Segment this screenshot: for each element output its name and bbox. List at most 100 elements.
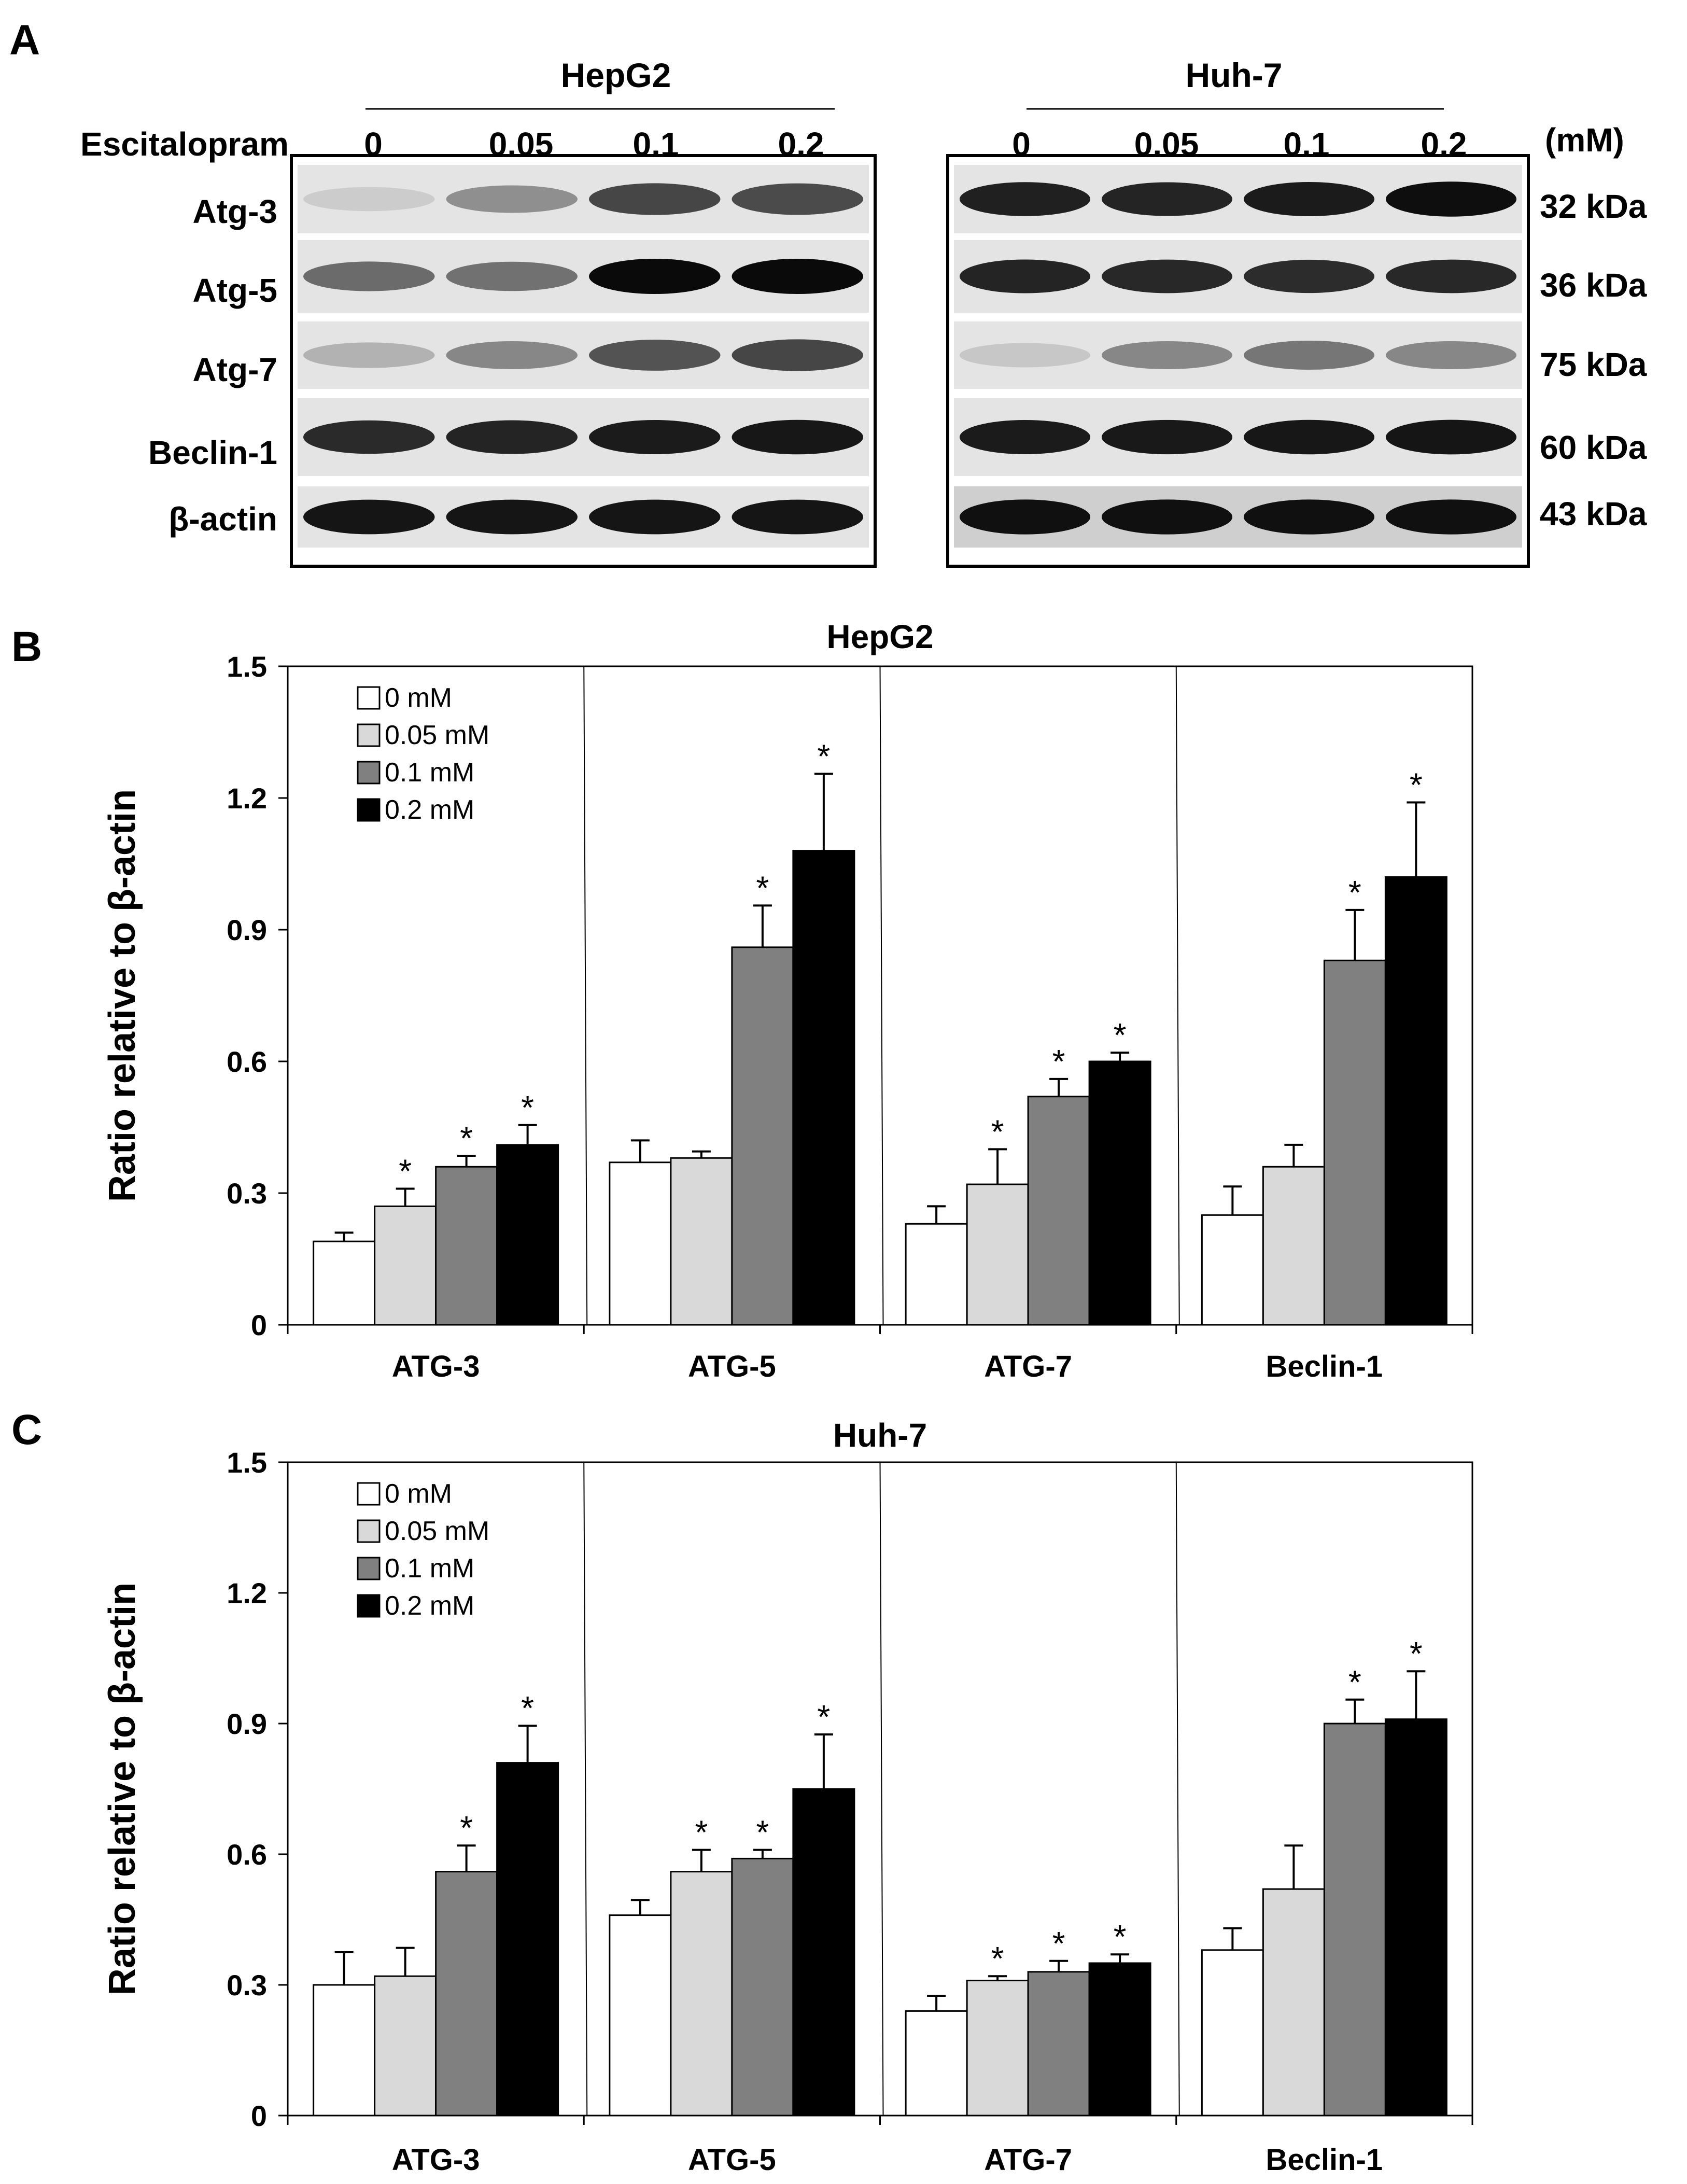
significance-mark: * (460, 1809, 473, 1846)
blot-band (1385, 181, 1517, 217)
protein-label: Atg-7 (192, 351, 277, 388)
treatment-label: Escitalopram (80, 125, 289, 163)
protein-label: Atg-5 (192, 272, 277, 309)
bar (435, 1871, 498, 2117)
bar (731, 946, 794, 1326)
bar (609, 1161, 672, 1326)
legend-label: 0.05 mM (385, 720, 489, 750)
group-separator (1175, 666, 1180, 1325)
significance-mark: * (991, 1113, 1004, 1150)
blot-band (959, 343, 1091, 368)
bar (966, 1183, 1029, 1326)
group-separator (879, 1462, 884, 2116)
chart-title: HepG2 (826, 618, 933, 655)
protein-labels: Atg-3 Atg-5 Atg-7 Beclin-1 β-actin (148, 193, 277, 538)
legend-swatch (357, 1519, 381, 1543)
legend-swatch (357, 723, 381, 747)
bar (1262, 1166, 1325, 1326)
significance-mark: * (1410, 1635, 1423, 1672)
blot-band (732, 499, 863, 535)
huh7-header: Huh-7 (1186, 56, 1283, 94)
blot-band (446, 341, 578, 370)
blot-band (589, 259, 721, 294)
blot-band (959, 499, 1091, 535)
blot-band (959, 259, 1091, 293)
significance-mark: * (756, 869, 769, 906)
blot-band (589, 183, 721, 215)
hepg2-chart: HepG2 0 0.3 0.6 0.9 1.2 1.5 Ratio relative to β… (102, 618, 1473, 1383)
blot-band (1243, 341, 1375, 370)
bar (1088, 1060, 1151, 1326)
significance-mark: * (1348, 1663, 1361, 1701)
bar (1384, 876, 1447, 1326)
unit-label: (mM) (1545, 121, 1624, 159)
blot-band (1101, 182, 1233, 216)
category-label: ATG-3 (392, 1350, 480, 1383)
blot-band (589, 419, 721, 455)
blot-band (303, 342, 435, 368)
y-tick-label: 1.2 (227, 782, 267, 815)
bar (435, 1166, 498, 1326)
significance-mark: * (1052, 1925, 1065, 1962)
blot-band (1385, 419, 1517, 455)
chart-title: Huh-7 (833, 1417, 927, 1454)
bar (609, 1914, 672, 2117)
bar (792, 1788, 855, 2117)
blot-band (303, 187, 435, 212)
blot-band (1243, 499, 1375, 535)
blot-band (1385, 499, 1517, 535)
category-label: ATG-5 (688, 1350, 776, 1383)
y-tick-label: 1.5 (227, 650, 267, 683)
significance-mark: * (521, 1689, 534, 1727)
y-tick-label: 0.3 (227, 1969, 267, 2001)
bar (1088, 1962, 1151, 2117)
y-tick-label: 0.6 (227, 1045, 267, 1078)
legend-swatch (357, 1482, 381, 1506)
y-tick-label: 1.2 (227, 1577, 267, 1609)
y-tick-label: 0.3 (227, 1177, 267, 1210)
bar (1384, 1718, 1447, 2117)
blot-band (446, 499, 578, 535)
legend-label: 0 mM (385, 683, 452, 713)
y-tick-label: 0 (251, 2099, 267, 2132)
blot-band (1385, 341, 1517, 370)
blot-band (732, 183, 863, 215)
blot-band (446, 420, 578, 454)
hepg2-header: HepG2 (561, 56, 671, 94)
category-label: ATG-3 (392, 2143, 480, 2177)
bar (1201, 1214, 1264, 1326)
blot-band (446, 185, 578, 213)
bar (374, 1975, 437, 2117)
legend-label: 0.1 mM (385, 758, 474, 788)
blot-band (303, 261, 435, 291)
blot-band (1101, 341, 1233, 370)
significance-mark: * (991, 1940, 1004, 1977)
category-label: Beclin-1 (1266, 1350, 1383, 1383)
category-label: ATG-7 (984, 1350, 1072, 1383)
bar (374, 1205, 437, 1326)
blot-band (732, 419, 863, 455)
blot-band (732, 259, 863, 294)
y-tick-label: 1.5 (227, 1446, 267, 1479)
panel-a: A HepG2 Huh-7 Escitalopram (mM) 0 0.05 0.1… (9, 17, 1647, 568)
panel-b: B HepG2 0 0.3 0.6 0.9 1.2 1.5 Ratio relative to… (11, 618, 1473, 1383)
bar (731, 1857, 794, 2117)
blot-band (959, 182, 1091, 216)
legend-swatch (357, 1557, 381, 1580)
bar (313, 1984, 376, 2117)
significance-mark: * (1410, 766, 1423, 803)
blot-band (303, 499, 435, 535)
bar (496, 1762, 559, 2117)
blot-band (959, 419, 1091, 455)
bar (1201, 1949, 1264, 2117)
bar (1323, 1723, 1386, 2117)
group-separator (583, 666, 588, 1325)
group-separator (879, 666, 884, 1325)
bar (670, 1871, 733, 2117)
y-axis-label: Ratio relative to β-actin (102, 1583, 143, 1995)
bar (1027, 1096, 1090, 1326)
bar (670, 1157, 733, 1326)
kda-label: 60 kDa (1540, 429, 1647, 466)
bar (496, 1144, 559, 1326)
legend-label: 0.05 mM (385, 1516, 489, 1546)
